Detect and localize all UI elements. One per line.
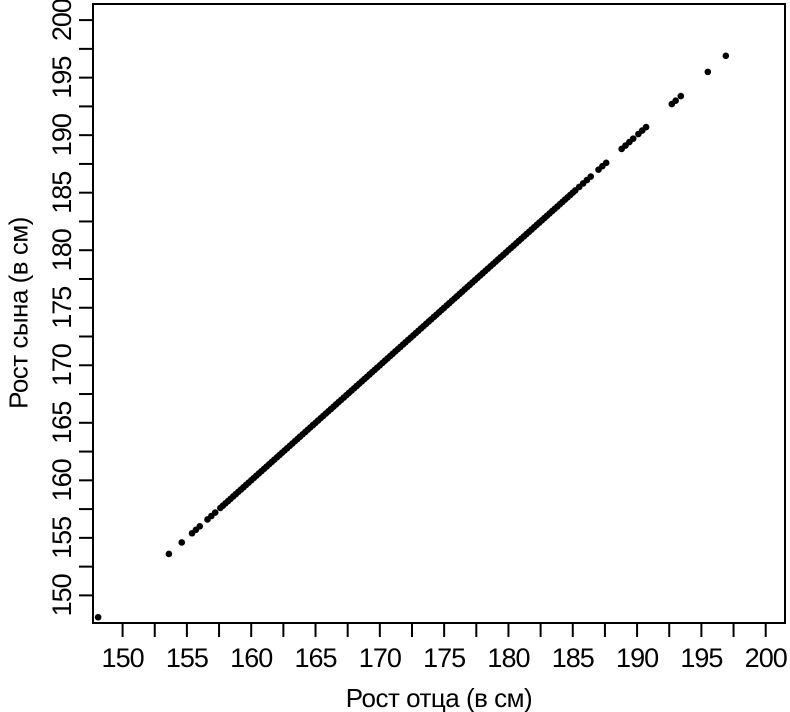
y-tick-label: 150 <box>47 574 77 616</box>
y-tick-label: 200 <box>47 0 77 41</box>
x-tick-label: 150 <box>102 643 144 673</box>
x-tick-label: 175 <box>423 643 465 673</box>
y-tick-label: 190 <box>47 114 77 156</box>
x-tick-label: 190 <box>616 643 658 673</box>
data-point <box>672 97 679 104</box>
x-tick-label: 170 <box>359 643 401 673</box>
x-tick-label: 160 <box>230 643 272 673</box>
y-tick-label: 165 <box>47 402 77 444</box>
data-point <box>196 523 204 530</box>
y-tick-label: 185 <box>47 172 77 214</box>
y-tick-label: 175 <box>47 287 77 329</box>
data-point <box>722 52 730 60</box>
y-axis-title: Рост сына (в см) <box>3 217 34 409</box>
y-tick-label: 180 <box>47 229 77 271</box>
data-point <box>677 92 685 100</box>
data-point <box>587 173 595 180</box>
x-axis-title: Рост отца (в см) <box>345 683 533 712</box>
data-point <box>165 550 173 558</box>
data-point <box>629 135 637 142</box>
data-point <box>211 509 219 516</box>
y-tick-label: 195 <box>47 57 77 99</box>
x-tick-label: 185 <box>552 643 594 673</box>
y-tick-label: 155 <box>47 517 77 559</box>
x-tick-label: 200 <box>745 643 787 673</box>
x-tick-label: 165 <box>294 643 336 673</box>
x-tick-label: 195 <box>680 643 722 673</box>
y-tick-label: 170 <box>47 344 77 386</box>
data-point <box>642 123 650 131</box>
data-point <box>602 159 610 167</box>
x-tick-label: 180 <box>487 643 529 673</box>
y-tick-label: 160 <box>47 459 77 501</box>
data-point <box>94 613 102 621</box>
x-tick-label: 155 <box>166 643 208 673</box>
data-point <box>178 539 186 546</box>
plot-border <box>92 3 786 624</box>
data-point <box>704 68 712 76</box>
